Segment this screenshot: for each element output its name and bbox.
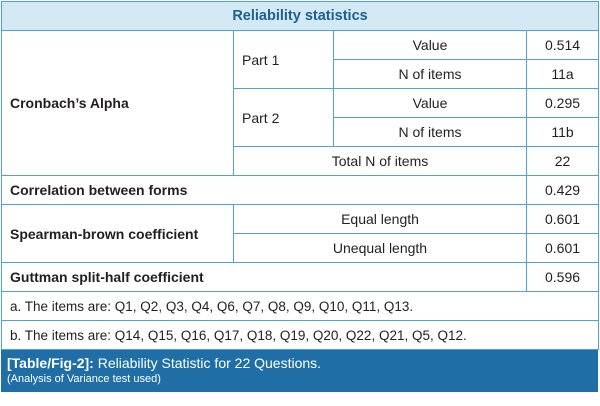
table-row: Spearman-brown coefficient Equal length … [1, 204, 600, 263]
caption-subtext: (Analysis of Variance test used) [7, 373, 161, 385]
table-header-row: Reliability statistics [0, 1, 600, 31]
equal-length-label: Equal length [233, 204, 527, 234]
part2-label: Part 2 [233, 88, 334, 147]
equal-length-value: 0.601 [525, 204, 600, 234]
table-title: Reliability statistics [0, 1, 600, 31]
total-n-value: 22 [525, 146, 600, 176]
part1-value-label: Value [333, 30, 527, 60]
spearman-label: Spearman-brown coefficient [1, 204, 234, 263]
correlation-value: 0.429 [525, 175, 600, 205]
part2-value-label: Value [333, 88, 527, 118]
part1-n: 11a [525, 59, 600, 89]
table-row: N of items 11b [2, 117, 600, 147]
guttman-label: Guttman split-half coefficient [1, 262, 527, 292]
caption-tag: [Table/Fig-2]: [7, 355, 94, 371]
part2-value: 0.295 [525, 88, 600, 118]
reliability-table-figure: Reliability statistics Cronbach’s Alpha … [0, 1, 600, 392]
table-row: N of items 11a [2, 59, 600, 89]
part1-n-label: N of items [333, 59, 527, 89]
part2-n: 11b [525, 117, 600, 147]
reliability-table: Reliability statistics Cronbach’s Alpha … [0, 1, 600, 350]
figure-caption: [Table/Fig-2]: Reliability Statistic for… [1, 350, 598, 392]
footnote-b: b. The items are: Q14, Q15, Q16, Q17, Q1… [0, 320, 600, 350]
table-row: Correlation between forms 0.429 [1, 175, 600, 205]
guttman-value: 0.596 [525, 262, 600, 292]
table-row: Unequal length 0.601 [2, 233, 600, 263]
unequal-length-label: Unequal length [233, 233, 527, 263]
total-n-label: Total N of items [233, 146, 527, 176]
unequal-length-value: 0.601 [525, 233, 600, 263]
caption-text: Reliability Statistic for 22 Questions. [93, 355, 322, 371]
table-row: a. The items are: Q1, Q2, Q3, Q4, Q6, Q7… [0, 291, 600, 321]
correlation-label: Correlation between forms [1, 175, 527, 205]
table-row: Total N of items 22 [2, 146, 600, 176]
part2-n-label: N of items [333, 117, 527, 147]
cronbach-alpha-label: Cronbach’s Alpha [1, 30, 234, 176]
table-row: Cronbach’s Alpha Part 1 Value 0.514 [1, 30, 600, 176]
part1-value: 0.514 [525, 30, 600, 60]
part1-label: Part 1 [233, 30, 334, 89]
caption-line: [Table/Fig-2]: Reliability Statistic for… [7, 354, 592, 372]
table-row: b. The items are: Q14, Q15, Q16, Q17, Q1… [0, 320, 600, 350]
table-row: Guttman split-half coefficient 0.596 [1, 262, 600, 292]
footnote-a: a. The items are: Q1, Q2, Q3, Q4, Q6, Q7… [0, 291, 600, 321]
